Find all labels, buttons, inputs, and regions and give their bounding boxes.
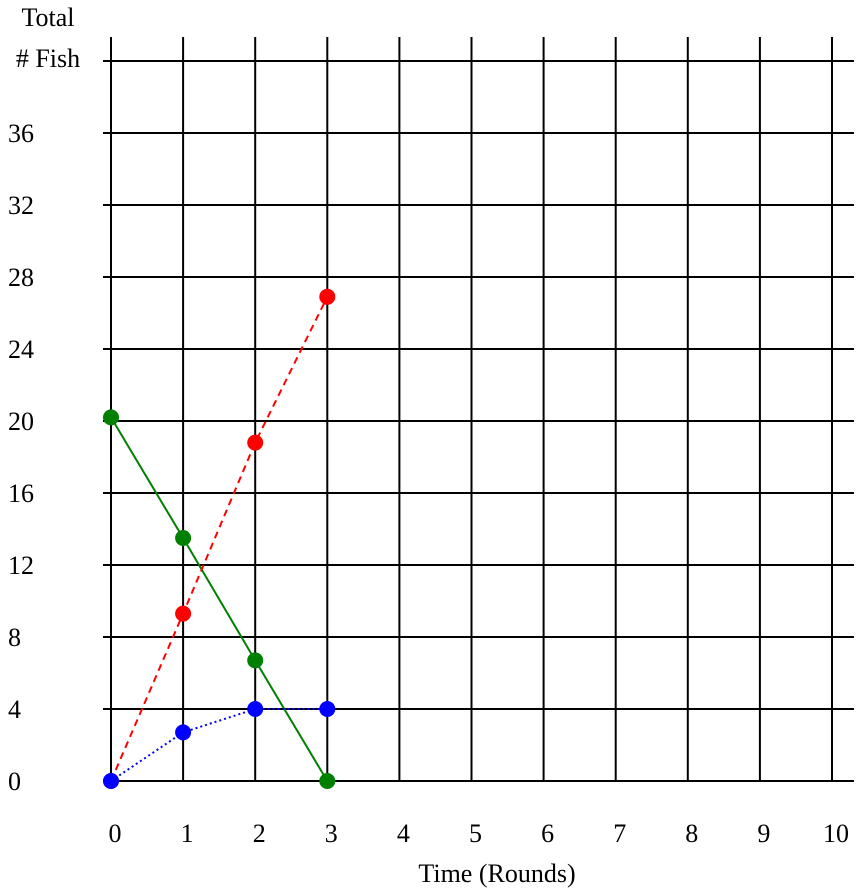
x-tick-labels: 0 1 2 3 4 5 6 7 8 9 10 bbox=[109, 819, 850, 848]
y-tick-label: 32 bbox=[8, 191, 34, 220]
grid bbox=[103, 37, 854, 782]
x-tick-label: 0 bbox=[109, 819, 122, 848]
x-axis-title: Time (Rounds) bbox=[418, 859, 575, 888]
series-line-1 bbox=[110, 296, 329, 782]
y-axis-title-line-1: Total bbox=[21, 3, 74, 32]
y-tick-label: 16 bbox=[8, 479, 34, 508]
x-tick-label: 1 bbox=[181, 819, 194, 848]
series-0-point bbox=[247, 652, 264, 669]
x-tick-label: 7 bbox=[613, 819, 626, 848]
x-tick-label: 9 bbox=[757, 819, 770, 848]
y-tick-label: 8 bbox=[8, 623, 21, 652]
series-2-point bbox=[319, 701, 336, 717]
y-tick-label: 0 bbox=[8, 767, 21, 796]
y-axis-title-line-2: # Fish bbox=[16, 44, 80, 73]
series-1-point bbox=[175, 605, 192, 622]
x-tick-label: 2 bbox=[253, 819, 266, 848]
x-tick-label: 4 bbox=[397, 819, 410, 848]
y-tick-label: 28 bbox=[8, 263, 34, 292]
y-tick-label: 24 bbox=[8, 335, 34, 364]
series-line-0 bbox=[110, 416, 329, 782]
y-tick-label: 20 bbox=[8, 407, 34, 436]
series-1-point bbox=[319, 288, 336, 305]
series-0-point bbox=[175, 530, 192, 546]
y-tick-labels: 0 4 8 12 16 20 24 28 32 36 bbox=[8, 119, 34, 796]
series-2-point bbox=[103, 773, 119, 789]
series-line-2 bbox=[110, 708, 328, 782]
series-0-point bbox=[103, 409, 119, 426]
series-2-point bbox=[247, 701, 264, 717]
series-1-point bbox=[247, 434, 264, 451]
y-tick-label: 4 bbox=[8, 695, 21, 724]
series-layer bbox=[103, 288, 336, 789]
series-0-point bbox=[319, 773, 336, 789]
y-tick-label: 36 bbox=[8, 119, 34, 148]
x-tick-label: 6 bbox=[541, 819, 554, 848]
x-tick-label: 10 bbox=[823, 819, 849, 848]
y-tick-label: 12 bbox=[8, 551, 34, 580]
x-tick-label: 3 bbox=[325, 819, 338, 848]
x-tick-label: 5 bbox=[469, 819, 482, 848]
series-2-point bbox=[175, 724, 192, 741]
x-tick-label: 8 bbox=[685, 819, 698, 848]
